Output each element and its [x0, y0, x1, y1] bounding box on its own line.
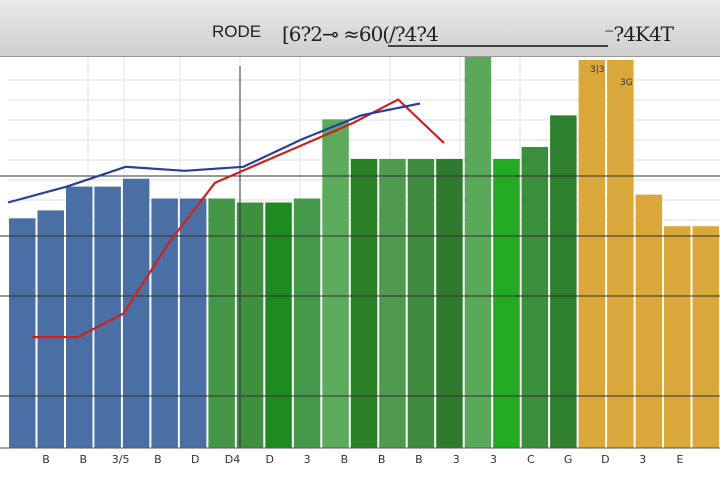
- x-tick-label: B: [378, 453, 386, 466]
- bar: [578, 59, 606, 449]
- series-line: [7, 102, 421, 204]
- bar-series: [0, 52, 720, 449]
- bar: [9, 218, 36, 448]
- x-tick-label: D: [601, 453, 609, 466]
- annotation-label: 3G: [620, 78, 633, 88]
- x-tick-label: G: [564, 453, 573, 466]
- bar: [151, 198, 178, 448]
- x-tick-label: E: [677, 453, 684, 466]
- x-tick-label: C: [527, 453, 535, 466]
- chart-title: RODE: [212, 22, 262, 41]
- annotations: 3|3 3G: [590, 65, 633, 88]
- line-series: [7, 98, 445, 339]
- bar: [607, 59, 634, 449]
- bar: [493, 158, 520, 448]
- x-tick-label: B: [415, 453, 423, 466]
- bar: [664, 226, 691, 448]
- bar: [635, 194, 663, 448]
- bar: [293, 198, 321, 448]
- chart-corner-label: ⁻?4K4T: [604, 22, 674, 46]
- x-tick-label: D: [191, 453, 199, 466]
- bar: [379, 158, 406, 448]
- title-bar: RODE [6?2⊸ ≈60(/?4?4 ⁻?4K4T: [0, 0, 720, 57]
- x-tick-label: B: [42, 453, 50, 466]
- bar: [521, 147, 549, 448]
- bar: [208, 198, 235, 448]
- bar: [350, 158, 378, 448]
- title-underline: [388, 45, 608, 47]
- bar: [464, 52, 492, 448]
- bar: [236, 202, 264, 448]
- x-tick-label: B: [80, 453, 88, 466]
- bar: [37, 210, 64, 448]
- x-tick-label: 3: [639, 453, 646, 466]
- bar: [407, 158, 435, 448]
- x-tick-label: D: [266, 453, 274, 466]
- bar: [122, 178, 150, 448]
- annotation-label: 3|3: [590, 65, 604, 75]
- bar: [436, 158, 463, 448]
- x-tick-label: B: [341, 453, 349, 466]
- x-axis: B B 3/5 B D D4 D 3 B B B 3 3 C G D 3 E: [0, 447, 720, 466]
- x-tick-label: 3: [304, 453, 311, 466]
- x-tick-label: B: [154, 453, 162, 466]
- x-tick-label: 3/5: [112, 453, 130, 466]
- bar: [550, 115, 577, 449]
- bar: [322, 119, 349, 449]
- chart-subtitle: [6?2⊸ ≈60(/?4?4: [282, 22, 439, 46]
- x-tick-label: 3: [453, 453, 460, 466]
- bar: [66, 186, 93, 448]
- bar: [179, 198, 207, 448]
- x-tick-label: D4: [225, 453, 240, 466]
- x-tick-label: 3: [490, 453, 497, 466]
- bar: [692, 226, 719, 448]
- series-line: [32, 98, 445, 339]
- bar: [265, 202, 292, 448]
